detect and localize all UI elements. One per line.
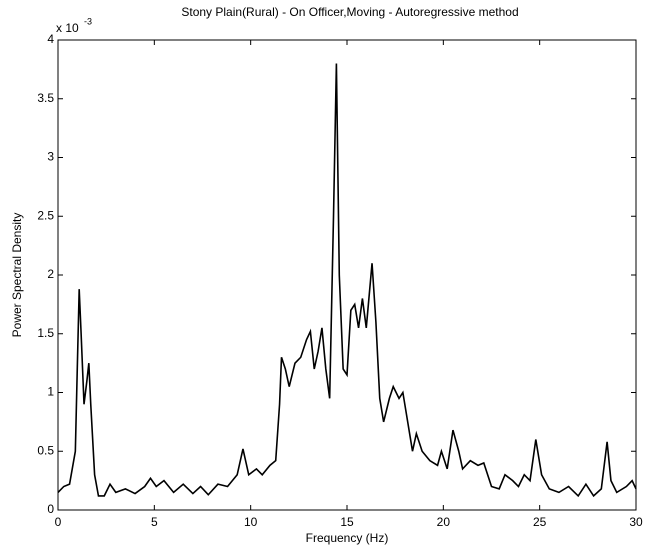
y-tick-label: 3 [47, 150, 54, 164]
x-tick-label: 0 [55, 515, 62, 529]
x-tick-label: 20 [437, 515, 451, 529]
y-tick-label: 3.5 [37, 91, 54, 105]
y-multiplier-exponent: -3 [84, 16, 92, 26]
y-tick-label: 0 [47, 502, 54, 516]
x-tick-label: 25 [533, 515, 547, 529]
y-tick-label: 0.5 [37, 443, 54, 457]
x-tick-label: 30 [629, 515, 643, 529]
y-multiplier: x 10 [56, 21, 79, 35]
y-tick-label: 2.5 [37, 208, 54, 222]
x-axis-label: Frequency (Hz) [306, 531, 389, 545]
y-tick-label: 4 [47, 32, 54, 46]
x-tick-label: 10 [244, 515, 258, 529]
y-tick-label: 2 [47, 267, 54, 281]
y-axis-label: Power Spectral Density [10, 213, 24, 338]
y-tick-label: 1.5 [37, 326, 54, 340]
plot-frame [57, 39, 637, 511]
y-tick-label: 1 [47, 385, 54, 399]
chart-title: Stony Plain(Rural) - On Officer,Moving -… [181, 5, 518, 19]
x-tick-label: 15 [340, 515, 354, 529]
line [57, 63, 637, 498]
x-tick-label: 5 [151, 515, 158, 529]
